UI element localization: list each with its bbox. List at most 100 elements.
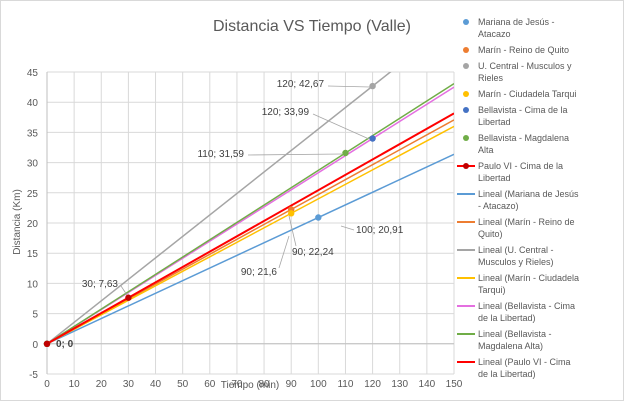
y-tick-label: 45 [27,68,39,79]
legend-entry-line: Lineal (U. Central - [478,245,554,255]
legend-marker [463,19,469,25]
x-tick-label: 10 [69,379,81,390]
legend-entry-label: Bellavista - Cima de la Libertad [478,105,568,127]
legend-entry-line: Rieles [478,73,504,83]
trendline-3 [47,125,454,345]
legend-entry-line: Lineal (Paulo VI - Cima [478,357,571,367]
legend-entry-line: Lineal (Mariana de Jesús [478,189,579,199]
trendline-2 [47,72,392,345]
data-label: 90; 21,6 [241,267,278,278]
legend-entry-label: Lineal (Marín - Ciudadela Tarqui) [478,273,579,295]
legend-entry-label: Marín - Reino de Quito [478,45,569,55]
chart-title: Distancia VS Tiempo (Valle) [213,18,411,35]
data-points [43,82,376,347]
legend-entry-label: Mariana de Jesús - Atacazo [478,17,555,39]
legend-entry-line: Lineal (Marín - Ciudadela [478,273,579,283]
x-tick-label: 0 [44,379,50,390]
legend-entry-line: Libertad [478,173,511,183]
data-label: 100; 20,91 [356,225,404,236]
legend-entry-line: Lineal (Marín - Reino de [478,217,575,227]
legend-entry-line: Magdalena Alta) [478,341,543,351]
y-tick-label: 25 [27,189,39,200]
legend-entry-label: Lineal (Bellavista - Magdalena Alta) [478,329,552,351]
legend-entry-line: - Atacazo) [478,201,519,211]
legend-marker [463,91,469,97]
data-point-4 [369,135,376,142]
data-point-5 [342,149,349,157]
y-tick-label: 20 [27,219,39,230]
data-point-6 [43,340,51,347]
x-tick-label: 130 [391,379,408,390]
legend-entry-label: Lineal (Marín - Reino de Quito) [478,217,575,239]
label-leader-line [288,215,297,247]
y-tick-label: 0 [32,340,38,351]
legend-entry-label: Lineal (Paulo VI - Cima de la Libertad) [478,357,571,379]
legend-marker [463,135,469,141]
data-label: 110; 31,59 [197,149,244,160]
data-label: 30; 7,63 [82,279,119,290]
x-tick-label: 40 [150,379,162,390]
data-point-3 [288,210,295,217]
label-leader-line [340,225,355,231]
y-tick-label: 15 [27,249,39,260]
label-leader-line [327,85,371,88]
x-tick-label: 20 [96,379,108,390]
y-tick-label: -5 [29,370,38,381]
data-point-0 [315,214,322,221]
legend-entry-label: Lineal (Mariana de Jesús - Atacazo) [478,189,579,211]
data-point-2 [369,82,376,90]
legend-entry-line: Lineal (Bellavista - [478,329,552,339]
legend-marker [463,63,469,69]
legend-entry-label: Bellavista - Magdalena Alta [478,133,569,155]
x-tick-label: 80 [259,379,271,390]
label-leader-line [312,113,370,140]
data-label: 90; 22,24 [292,247,334,258]
y-tick-label: 30 [27,159,39,170]
gridlines [46,71,455,375]
legend-entry-line: Lineal (Bellavista - Cima [478,301,575,311]
trendline-6 [47,112,454,345]
x-tick-label: 140 [419,379,436,390]
legend-entry-line: U. Central - Musculos y [478,61,572,71]
label-leader-lines [120,85,371,299]
data-label: 0; 0 [56,339,74,350]
data-label: 120; 33,99 [262,107,310,118]
legend-entry-label: Marín - Ciudadela Tarqui [478,89,576,99]
data-point-6 [125,294,132,301]
legend-entry-label: Lineal (Bellavista - Cima de la Libertad) [478,301,575,323]
legend-entry-line: de la Libertad) [478,369,536,379]
x-tick-label: 100 [310,379,327,390]
x-tick-label: 30 [123,379,135,390]
x-tick-label: 120 [364,379,381,390]
axes: -5 0 5 10 15 20 25 30 35 40 45 0 10 20 30 40 50 60 70 80 90 1… [27,68,463,390]
legend-entry-line: Alta [478,145,494,155]
trendline-0 [47,153,454,345]
y-tick-label: 10 [27,279,39,290]
x-tick-label: 150 [446,379,463,390]
legend-entry-label: Paulo VI - Cima de la Libertad [478,161,563,183]
legend-marker [463,107,469,113]
legend-entry-line: Paulo VI - Cima de la [478,161,563,171]
legend-marker [463,47,469,53]
legend-entry-line: Musculos y Rieles) [478,257,554,267]
legend-entry-line: Mariana de Jesús - [478,17,555,27]
x-tick-label: 50 [177,379,189,390]
trendline-5 [47,82,454,345]
legend-entry-line: Atacazo [478,29,511,39]
legend-entry-line: Marín - Reino de Quito [478,45,569,55]
x-tick-label: 90 [286,379,298,390]
legend-entry-line: Libertad [478,117,511,127]
legend-entry-label: Lineal (U. Central - Musculos y Rieles) [478,245,554,267]
legend-entry-line: Marín - Ciudadela Tarqui [478,89,576,99]
label-leader-line [278,235,290,269]
legend: Mariana de Jesús - Atacazo Marín - Reino d… [457,17,579,379]
y-axis-title: Distancia (Km) [12,189,23,255]
x-tick-label: 60 [204,379,216,390]
legend-entry-line: Bellavista - Magdalena [478,133,569,143]
data-labels: 0; 0 30; 7,63 90; 21,6 90; 22,24 100; 20,91 1… [56,79,404,350]
legend-entry-line: de la Libertad) [478,313,536,323]
y-tick-label: 35 [27,128,39,139]
trendlines [47,72,454,345]
